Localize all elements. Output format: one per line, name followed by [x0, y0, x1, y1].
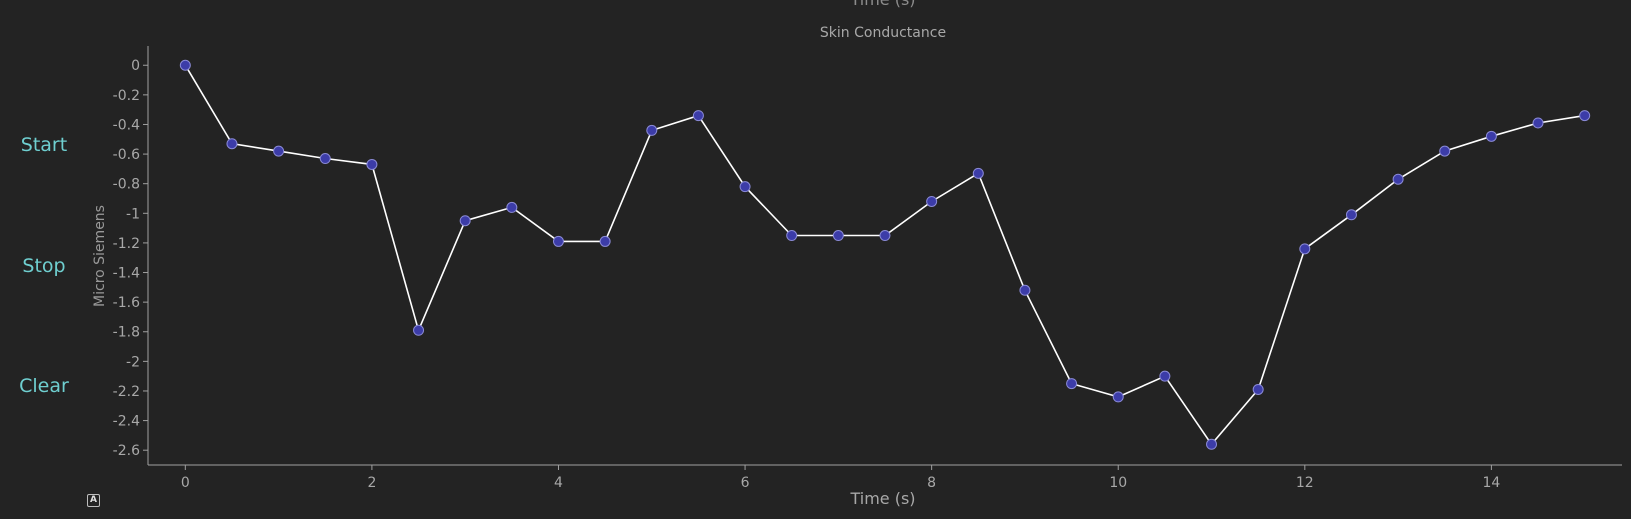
data-point — [1112, 391, 1124, 403]
y-tick-label: -2.4 — [113, 414, 140, 430]
x-tick-label: 8 — [927, 475, 936, 491]
data-point — [366, 158, 378, 170]
x-tick-label: 12 — [1296, 475, 1314, 491]
data-point — [1252, 383, 1264, 395]
data-point — [832, 230, 844, 242]
data-point — [1392, 173, 1404, 185]
x-tick-label: 2 — [367, 475, 376, 491]
x-tick-label: 10 — [1109, 475, 1127, 491]
data-point — [1159, 370, 1171, 382]
y-tick-label: 0 — [131, 58, 140, 74]
data-point — [413, 324, 425, 336]
stop-button[interactable]: Stop — [22, 255, 66, 277]
data-point — [972, 167, 984, 179]
y-tick-label: -2.2 — [113, 384, 140, 400]
data-point — [1066, 378, 1078, 390]
data-point — [1206, 438, 1218, 450]
x-tick-label: 4 — [554, 475, 563, 491]
data-point — [1579, 110, 1591, 122]
clear-button[interactable]: Clear — [19, 375, 69, 397]
y-tick-label: -0.8 — [113, 177, 140, 193]
y-tick-label: -1.4 — [113, 266, 140, 282]
data-point — [879, 230, 891, 242]
data-point — [739, 181, 751, 193]
data-point — [319, 153, 331, 165]
data-point — [786, 230, 798, 242]
y-tick-label: -1.8 — [113, 325, 140, 341]
data-point — [179, 59, 191, 71]
data-point — [646, 124, 658, 136]
data-point — [506, 201, 518, 213]
series-line — [184, 64, 1585, 446]
data-point — [599, 235, 611, 247]
data-point — [1439, 145, 1451, 157]
data-point — [1299, 243, 1311, 255]
x-axis-label: Time (s) — [849, 489, 915, 508]
y-tick-label: -2 — [126, 354, 140, 370]
y-tick-label: -0.6 — [113, 147, 140, 163]
y-tick-label: -2.6 — [113, 443, 140, 459]
y-tick-label: -1.6 — [113, 295, 140, 311]
data-point — [459, 215, 471, 227]
chart-title: Skin Conductance — [820, 25, 946, 41]
y-tick-label: -0.4 — [113, 117, 140, 133]
data-point — [1532, 117, 1544, 129]
data-point — [273, 145, 285, 157]
data-point — [1345, 209, 1357, 221]
y-tick-label: -0.2 — [113, 88, 140, 104]
autoscale-button[interactable]: A — [87, 494, 100, 507]
top-axis-label-cut: Time (s) — [849, 0, 915, 9]
x-tick-label: 0 — [181, 475, 190, 491]
y-tick-label: -1.2 — [113, 236, 140, 252]
x-tick-label: 14 — [1482, 475, 1500, 491]
x-tick-label: 6 — [741, 475, 750, 491]
data-point — [692, 110, 704, 122]
data-point — [1485, 130, 1497, 142]
y-tick-label: -1 — [126, 206, 140, 222]
data-point — [926, 195, 938, 207]
data-point — [226, 138, 238, 150]
start-button[interactable]: Start — [20, 134, 68, 156]
data-point — [552, 235, 564, 247]
y-axis-label: Micro Siemens — [92, 205, 108, 307]
data-point — [1019, 284, 1031, 296]
